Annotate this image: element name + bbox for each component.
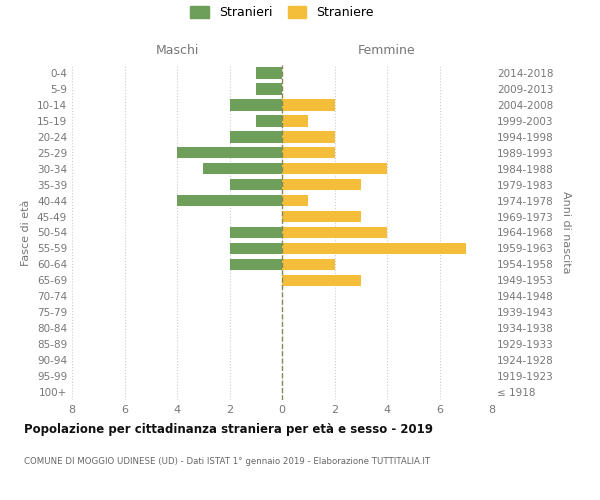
Bar — [256, 83, 282, 94]
Legend: Stranieri, Straniere: Stranieri, Straniere — [190, 6, 374, 19]
Bar — [282, 115, 308, 126]
Bar — [203, 163, 282, 174]
Bar — [282, 274, 361, 286]
Bar — [282, 227, 387, 238]
Bar — [177, 195, 282, 206]
Bar — [282, 211, 361, 222]
Bar — [229, 242, 282, 254]
Text: Popolazione per cittadinanza straniera per età e sesso - 2019: Popolazione per cittadinanza straniera p… — [24, 422, 433, 436]
Text: Maschi: Maschi — [155, 44, 199, 58]
Bar — [282, 258, 335, 270]
Y-axis label: Fasce di età: Fasce di età — [22, 200, 31, 266]
Bar — [282, 179, 361, 190]
Bar — [229, 258, 282, 270]
Bar — [229, 131, 282, 142]
Bar — [282, 147, 335, 158]
Bar — [282, 195, 308, 206]
Text: Femmine: Femmine — [358, 44, 416, 58]
Bar — [256, 115, 282, 126]
Bar — [256, 67, 282, 78]
Text: COMUNE DI MOGGIO UDINESE (UD) - Dati ISTAT 1° gennaio 2019 - Elaborazione TUTTIT: COMUNE DI MOGGIO UDINESE (UD) - Dati IST… — [24, 458, 430, 466]
Y-axis label: Anni di nascita: Anni di nascita — [560, 191, 571, 274]
Bar — [282, 163, 387, 174]
Bar — [177, 147, 282, 158]
Bar — [229, 179, 282, 190]
Bar — [229, 227, 282, 238]
Bar — [282, 131, 335, 142]
Bar — [229, 99, 282, 110]
Bar — [282, 99, 335, 110]
Bar — [282, 242, 466, 254]
